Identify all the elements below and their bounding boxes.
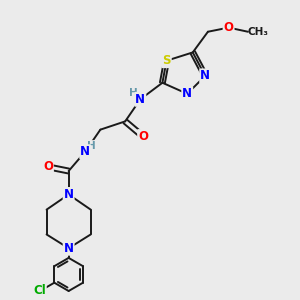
Text: N: N: [200, 69, 210, 82]
Text: H: H: [87, 141, 96, 151]
Text: N: N: [64, 242, 74, 255]
Text: Cl: Cl: [33, 284, 46, 297]
Text: N: N: [80, 145, 90, 158]
Text: N: N: [135, 93, 145, 106]
Text: S: S: [162, 54, 171, 67]
Text: H: H: [129, 88, 138, 98]
Text: CH₃: CH₃: [248, 27, 269, 37]
Text: O: O: [224, 21, 234, 34]
Text: O: O: [43, 160, 53, 173]
Text: N: N: [182, 87, 192, 100]
Text: O: O: [138, 130, 148, 143]
Text: N: N: [64, 188, 74, 201]
